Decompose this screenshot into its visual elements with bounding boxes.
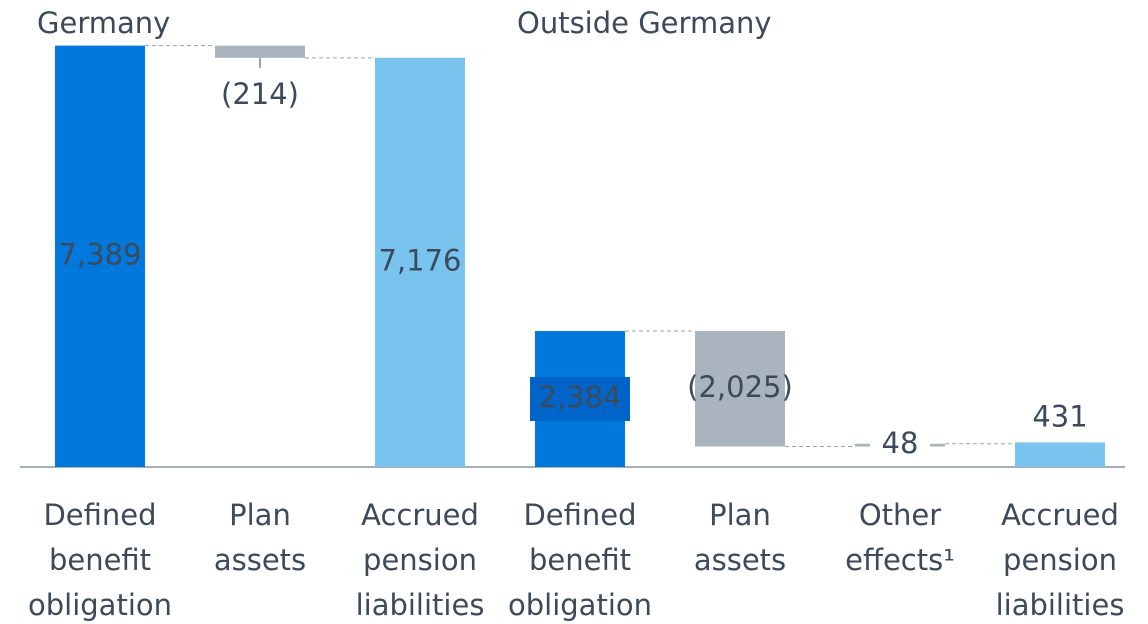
value-label: 2,384 (538, 380, 621, 414)
label-line: obligation (508, 588, 652, 622)
label-bg (870, 427, 930, 464)
bar (55, 45, 145, 468)
label-line: Plan (229, 498, 291, 532)
group-label: Germany (37, 6, 170, 40)
bar (375, 57, 465, 468)
label-line: assets (214, 543, 306, 577)
label-line: Accrued (1001, 498, 1119, 532)
value-label: 431 (1032, 399, 1087, 433)
x-tick-label: Defined benefit obligation (28, 498, 172, 622)
label-line: liabilities (996, 588, 1125, 622)
value-label: 7,389 (58, 237, 141, 271)
label-line: obligation (28, 588, 172, 622)
label-line: Defined (523, 498, 636, 532)
value-label: 48 (882, 426, 919, 460)
bar (215, 45, 305, 58)
x-tick-label: Plan assets (214, 498, 306, 577)
label-line: pension (1003, 543, 1117, 577)
label-line: liabilities (356, 588, 485, 622)
label-bg (530, 377, 630, 422)
x-tick-label: Accrued pension liabilities (356, 498, 485, 622)
group-label: Outside Germany (517, 6, 772, 40)
value-label: (2,025) (687, 370, 793, 404)
x-tick-label: Plan assets (694, 498, 786, 577)
bar (695, 331, 785, 447)
label-line: assets (694, 543, 786, 577)
label-line: Accrued (361, 498, 479, 532)
label-line: Other (859, 498, 941, 532)
x-tick-label: Other effects¹ (845, 498, 955, 577)
label-line: benefit (529, 543, 631, 577)
label-line: benefit (49, 543, 151, 577)
value-label: (214) (221, 77, 299, 111)
bar (1015, 442, 1105, 467)
x-tick-label: Accrued pension liabilities (996, 498, 1125, 622)
label-line: Defined (43, 498, 156, 532)
label-line: Plan (709, 498, 771, 532)
label-line: pension (363, 543, 477, 577)
label-line: effects¹ (845, 543, 955, 577)
value-label: 7,176 (378, 243, 461, 277)
x-tick-label: Defined benefit obligation (508, 498, 652, 622)
